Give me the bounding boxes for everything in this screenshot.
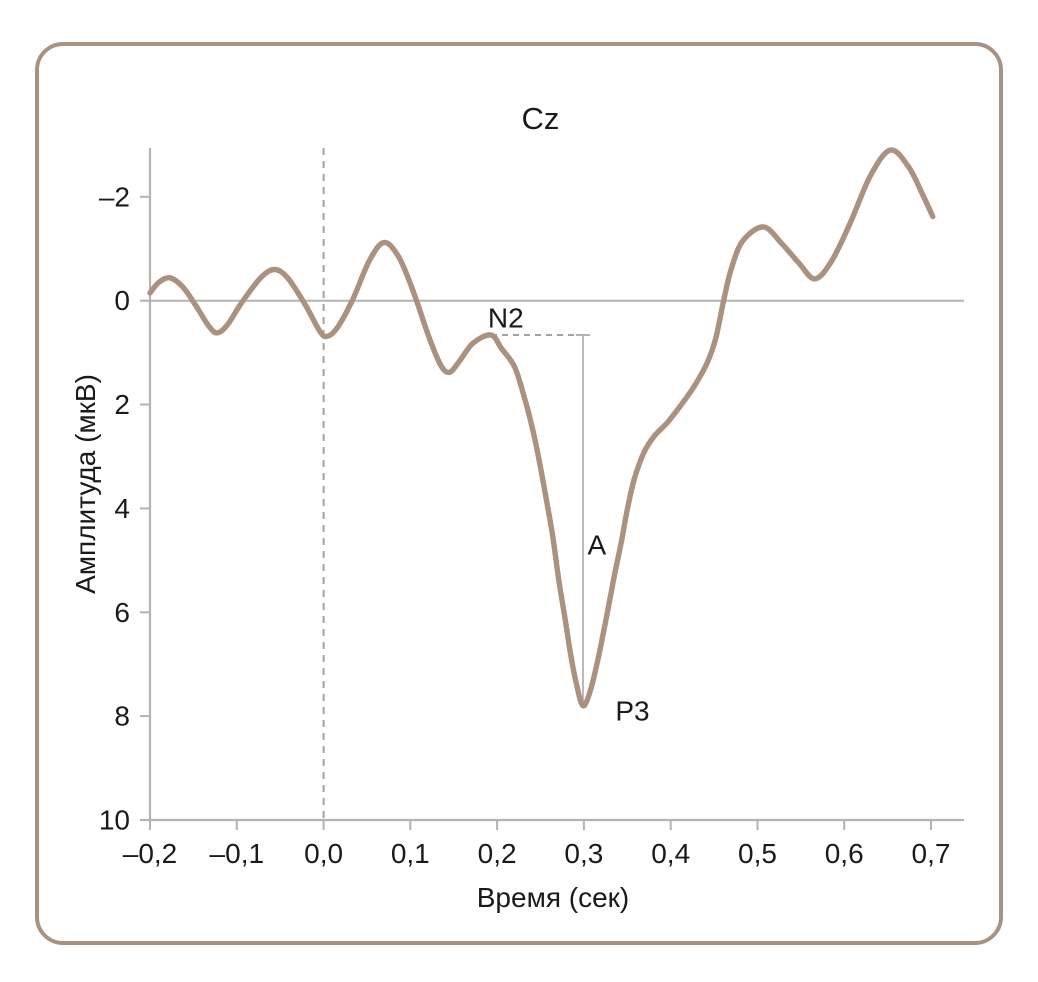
chart-card [35, 42, 1003, 945]
x-tick-label: 0,2 [478, 838, 517, 869]
x-tick-label: 0,1 [391, 838, 430, 869]
x-tick-label: 0,4 [651, 838, 690, 869]
x-tick-label: –0,2 [123, 838, 178, 869]
y-tick-label: 2 [114, 389, 130, 420]
x-tick-label: 0,6 [825, 838, 864, 869]
chart-title: Cz [522, 101, 560, 136]
y-tick-label: 10 [99, 805, 130, 836]
x-tick-label: 0,5 [738, 838, 777, 869]
x-tick-label: 0,7 [912, 838, 951, 869]
x-tick-label: –0,1 [210, 838, 265, 869]
y-axis-label: Амплитуда (мкВ) [70, 374, 101, 594]
erp-waveform [147, 147, 936, 709]
n2-label: N2 [488, 302, 524, 333]
y-tick-label: 8 [114, 701, 130, 732]
y-tick-label: 6 [114, 597, 130, 628]
amplitude-label: A [588, 529, 607, 560]
p3-label: P3 [615, 695, 649, 726]
x-axis-label: Время (сек) [477, 882, 629, 913]
x-tick-label: 0,0 [304, 838, 343, 869]
y-tick-label: 4 [114, 493, 130, 524]
y-tick-label: 0 [114, 285, 130, 316]
x-tick-label: 0,3 [564, 838, 603, 869]
y-tick-label: –2 [99, 181, 130, 212]
